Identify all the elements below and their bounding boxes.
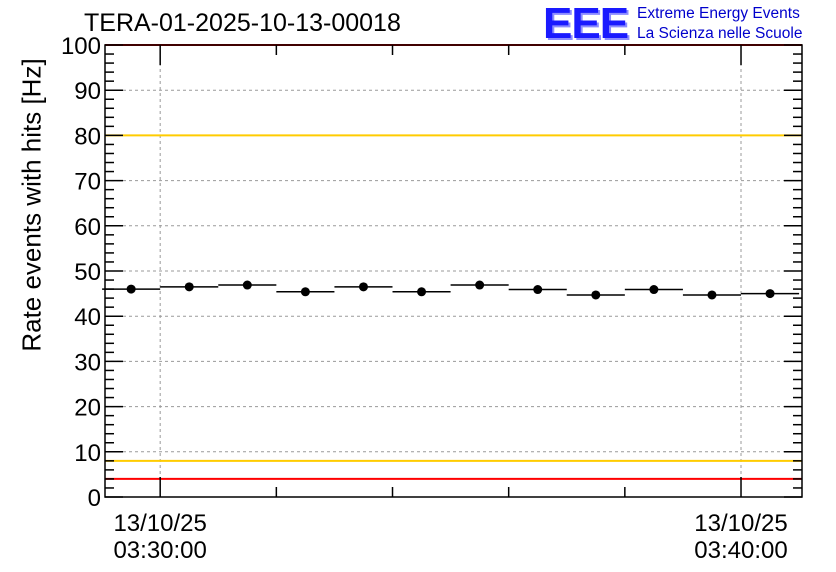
data-point — [475, 280, 485, 290]
data-point — [707, 290, 717, 300]
data-point — [533, 285, 543, 295]
data-point — [417, 287, 427, 297]
x-tick-label-time: 03:30:00 — [113, 537, 206, 564]
data-point — [591, 290, 601, 300]
x-tick-label-date: 13/10/25 — [694, 510, 787, 537]
data-point — [184, 282, 194, 292]
y-tick-label: 20 — [74, 395, 101, 422]
axes — [104, 44, 803, 498]
y-tick-label: 50 — [74, 259, 101, 286]
data-point — [649, 285, 659, 295]
y-tick-label: 10 — [74, 440, 101, 467]
eee-logo: EEE Extreme Energy Events La Scienza nel… — [543, 2, 833, 46]
reference-lines — [105, 44, 802, 480]
tick-labels: 010203040506070809010013/10/2503:30:0013… — [61, 33, 788, 564]
data-points — [102, 280, 800, 300]
y-tick-label: 90 — [74, 78, 101, 105]
y-tick-label: 60 — [74, 214, 101, 241]
logo-text-line1: Extreme Energy Events — [637, 5, 800, 22]
y-tick-label: 30 — [74, 349, 101, 376]
data-point — [358, 282, 368, 292]
x-tick-label-date: 13/10/25 — [113, 510, 206, 537]
y-tick-label: 70 — [74, 169, 101, 196]
grid-lines — [105, 45, 802, 497]
x-tick-label-time: 03:40:00 — [694, 537, 787, 564]
data-point — [765, 289, 775, 299]
data-point — [126, 284, 136, 294]
logo-text-line2: La Scienza nelle Scuole — [637, 25, 803, 42]
chart-title: TERA-01-2025-10-13-00018 — [84, 9, 401, 37]
y-tick-label: 0 — [88, 485, 101, 512]
logo-mark: EEE — [543, 0, 629, 48]
data-point — [300, 287, 310, 297]
data-point — [242, 280, 252, 290]
y-tick-label: 100 — [61, 33, 101, 60]
y-tick-label: 80 — [74, 123, 101, 150]
y-tick-label: 40 — [74, 304, 101, 331]
